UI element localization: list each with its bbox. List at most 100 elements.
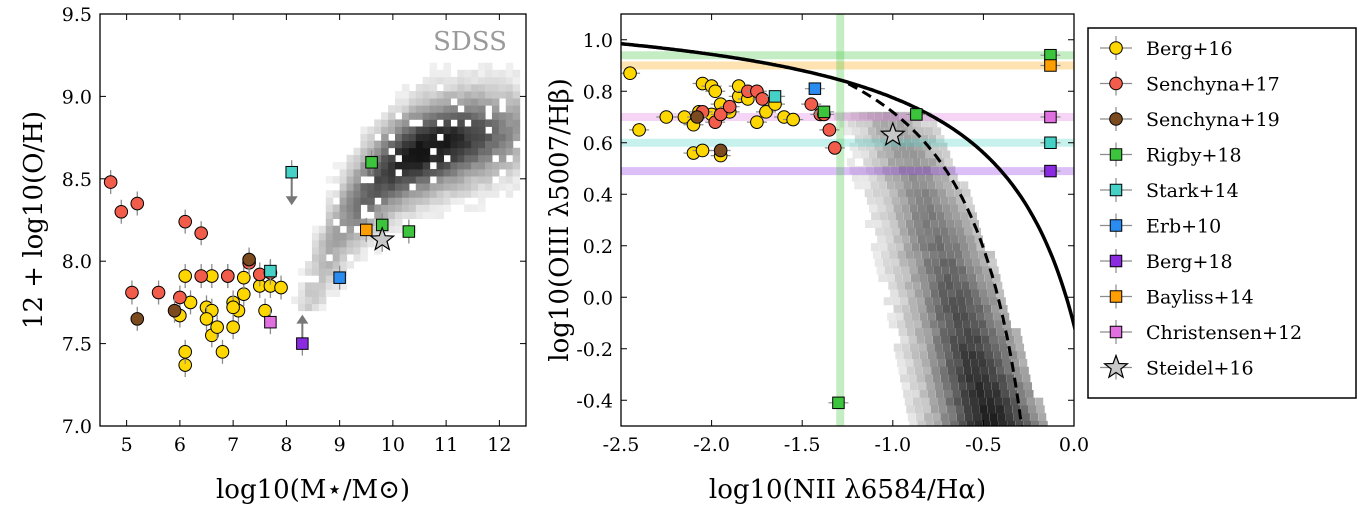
sdss-cell [879, 135, 888, 144]
legend-marker [1109, 183, 1123, 197]
sdss-cell [882, 111, 891, 120]
data-point [285, 165, 298, 179]
sdss-cell [960, 243, 969, 252]
sdss-cell [512, 91, 521, 99]
sdss-cell [958, 343, 967, 352]
data-point [804, 97, 819, 111]
sdss-cell [388, 140, 396, 149]
legend-entry: Christensen+12 [1100, 320, 1302, 344]
sdss-cell [401, 183, 410, 191]
left-xtick-label: 8 [280, 434, 292, 456]
sdss-cell [997, 297, 1006, 306]
sdss-cell [1007, 343, 1016, 352]
sdss-cell [408, 133, 417, 142]
sdss-cell [457, 147, 465, 156]
sdss-cell [443, 176, 451, 184]
sdss-cell [491, 183, 500, 191]
sdss-cell [942, 235, 951, 244]
sdss-cell [353, 197, 361, 205]
sdss-cell [360, 126, 368, 134]
sdss-cell [920, 281, 929, 290]
sdss-cell [960, 389, 969, 398]
sdss-cell [360, 254, 368, 262]
sdss-cell [952, 389, 961, 398]
sdss-cell [464, 76, 472, 85]
sdss-cell [973, 413, 982, 422]
sdss-cell [887, 312, 896, 321]
sdss-cell [1004, 328, 1013, 337]
sdss-cell [843, 127, 852, 136]
sdss-cell [907, 258, 916, 267]
sdss-cell [1017, 389, 1026, 398]
sdss-cell [395, 176, 403, 184]
sdss-cell [429, 112, 438, 120]
sdss-cell [1002, 359, 1011, 368]
sdss-cell [989, 297, 998, 306]
sdss-cell [929, 189, 938, 198]
sdss-cell [996, 328, 1005, 337]
sdss-cell [893, 304, 902, 313]
sdss-cell [388, 154, 396, 163]
data-point [151, 285, 166, 300]
sdss-cell [1014, 374, 1023, 383]
sdss-cell [960, 312, 969, 321]
sdss-cell [318, 225, 327, 234]
sdss-cell [939, 289, 948, 298]
sdss-cell [471, 154, 479, 163]
series-senchyna-19 [687, 110, 731, 158]
sdss-cell [979, 405, 988, 414]
sdss-cell [935, 389, 944, 398]
sdss-cell [981, 374, 990, 383]
sdss-cell [422, 147, 431, 156]
sdss-cell [872, 189, 881, 198]
sdss-cell [978, 281, 987, 290]
sdss-cell [381, 133, 389, 142]
sdss-cell [935, 181, 944, 190]
sdss-cell [945, 436, 953, 444]
sdss-cell [422, 98, 431, 106]
sdss-cell [401, 190, 410, 198]
sdss-cell [298, 289, 306, 297]
sdss-cell [450, 112, 458, 120]
series-christensen-12 [264, 310, 277, 335]
sdss-cell [879, 212, 888, 221]
sdss-cell [901, 304, 910, 313]
sdss-cell [950, 382, 959, 391]
sdss-cell [374, 190, 382, 198]
sdss-cell [429, 154, 438, 163]
right-xtick-label: -2.5 [603, 434, 640, 456]
sdss-cell [929, 397, 938, 406]
sdss-cell [1030, 413, 1039, 422]
sdss-cell [388, 183, 396, 191]
sdss-cell [925, 150, 934, 159]
sdss-cell [374, 126, 382, 134]
sdss-cell [381, 211, 389, 220]
sdss-cell [936, 351, 945, 360]
sdss-cell [395, 126, 403, 134]
sdss-cell [339, 254, 348, 262]
sdss-cell [900, 173, 909, 182]
sdss-cell [891, 258, 900, 267]
sdss-cell [464, 98, 472, 106]
sdss-cell [876, 173, 885, 182]
sdss-cell [450, 147, 458, 156]
sdss-cell [973, 335, 982, 344]
sdss-cell [429, 204, 438, 212]
sdss-cell [1009, 429, 1017, 437]
sdss-cell [505, 168, 514, 177]
sdss-cell [464, 183, 472, 191]
sdss-cell [939, 142, 948, 151]
sdss-cell [443, 91, 451, 99]
sdss-cell [395, 161, 403, 170]
sdss-cell [917, 266, 926, 275]
sdss-cell [937, 320, 946, 329]
sdss-cell [905, 250, 914, 259]
sdss-cell [498, 119, 507, 127]
sdss-cell [846, 158, 855, 167]
sdss-cell [933, 420, 942, 426]
sdss-cell [965, 335, 974, 344]
sdss-cell [450, 190, 458, 198]
sdss-cell [1007, 382, 1016, 391]
series-stark-14 [765, 90, 1061, 149]
sdss-cell [925, 420, 934, 426]
